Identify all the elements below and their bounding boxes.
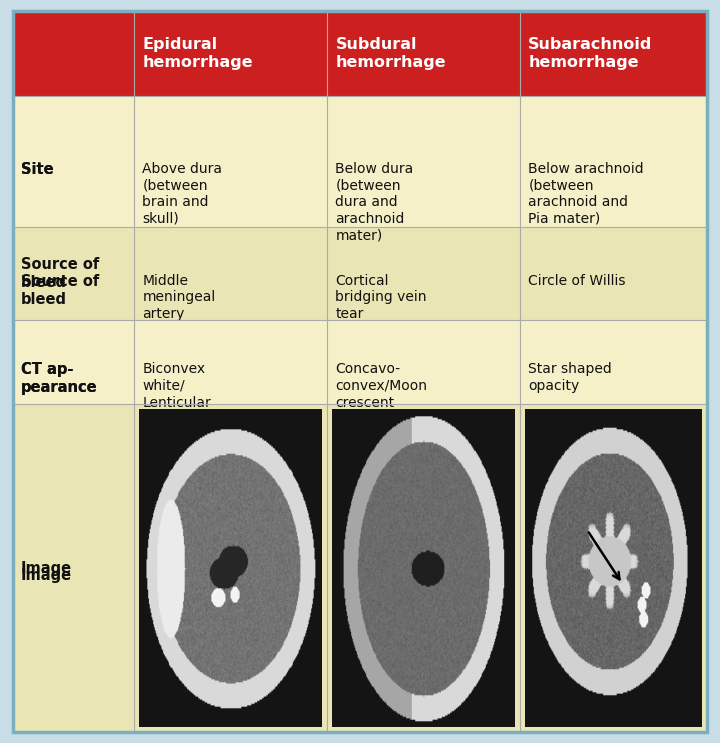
Text: Site: Site [21, 161, 53, 177]
Text: Circle of Willis: Circle of Willis [528, 273, 626, 288]
Bar [521, 11, 707, 96]
Bar [328, 11, 521, 96]
Text: CT ap-
pearance: CT ap- pearance [21, 362, 98, 395]
Text: Subarachnoid
hemorrhage: Subarachnoid hemorrhage [528, 37, 653, 70]
Bar [13, 11, 135, 96]
Text: Concavo-
convex/Moon
crescent: Concavo- convex/Moon crescent [336, 362, 428, 409]
Bar [328, 96, 521, 227]
Bar [521, 319, 707, 404]
Bar [135, 11, 328, 96]
Text: Epidural
hemorrhage: Epidural hemorrhage [143, 37, 253, 70]
Text: Above dura
(between
brain and
skull): Above dura (between brain and skull) [143, 161, 222, 226]
Bar [13, 96, 135, 227]
Text: Star shaped
opacity: Star shaped opacity [528, 362, 612, 393]
Text: Image: Image [21, 561, 72, 576]
Text: Source of
bleed: Source of bleed [21, 257, 99, 290]
Bar [521, 96, 707, 227]
Bar [13, 96, 135, 227]
Text: Site: Site [21, 161, 53, 177]
Text: Source of
bleed: Source of bleed [21, 273, 99, 307]
Bar [328, 227, 521, 319]
Bar [13, 319, 135, 404]
Text: CT ap-
pearance: CT ap- pearance [21, 362, 98, 395]
Bar [135, 319, 328, 404]
Bar [13, 404, 135, 732]
Bar [13, 319, 135, 404]
Text: Biconvex
white/
Lenticular: Biconvex white/ Lenticular [143, 362, 211, 409]
Bar [135, 227, 328, 319]
Text: Middle
meningeal
artery: Middle meningeal artery [143, 273, 216, 321]
Text: Cortical
bridging vein
tear: Cortical bridging vein tear [336, 273, 427, 321]
Text: Below arachnoid
(between
arachnoid and
Pia mater): Below arachnoid (between arachnoid and P… [528, 161, 644, 226]
Bar [135, 96, 328, 227]
Bar [328, 319, 521, 404]
Bar [328, 404, 521, 732]
Text: Subdural
hemorrhage: Subdural hemorrhage [336, 37, 446, 70]
Bar [13, 227, 135, 319]
Bar [521, 227, 707, 319]
Bar [13, 404, 135, 732]
Text: Below dura
(between
dura and
arachnoid
mater): Below dura (between dura and arachnoid m… [336, 161, 413, 242]
Bar [13, 227, 135, 319]
Text: Image: Image [21, 568, 72, 583]
Bar [521, 404, 707, 732]
Bar [135, 404, 328, 732]
